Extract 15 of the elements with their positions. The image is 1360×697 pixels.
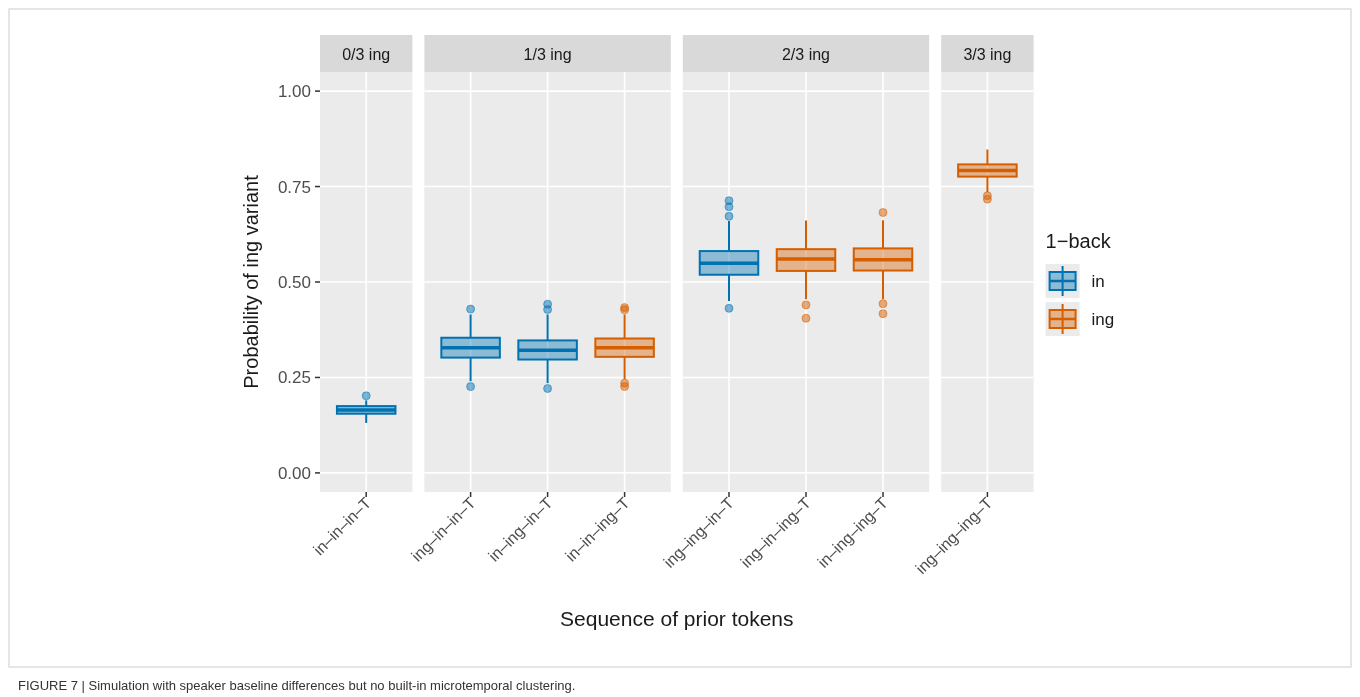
chart-title: 0/3 ing	[342, 45, 391, 63]
y-axis-title: Probability of ing variant	[240, 174, 262, 389]
legend-title: 1−back	[1045, 230, 1112, 252]
y-tick-label: 0.50	[277, 273, 311, 292]
legend-label: ing	[1091, 310, 1115, 329]
y-tick-label: 0.00	[277, 463, 311, 483]
y-tick-label: 0.25	[277, 368, 311, 388]
caption: FIGURE 7 | Simulation with speaker baseline differences but no built-in microtemporal clustering.	[18, 678, 576, 693]
chart-title: 1/3 ing	[523, 45, 572, 63]
chart-title: 3/3 ing	[963, 45, 1012, 63]
legend-label: in	[1091, 272, 1105, 291]
chart-title: 2/3 ing	[781, 45, 831, 63]
x-axis-title: Sequence of prior tokens	[560, 607, 794, 630]
y-tick-label: 0.75	[277, 177, 311, 197]
y-tick-label: 1.00	[277, 82, 311, 102]
